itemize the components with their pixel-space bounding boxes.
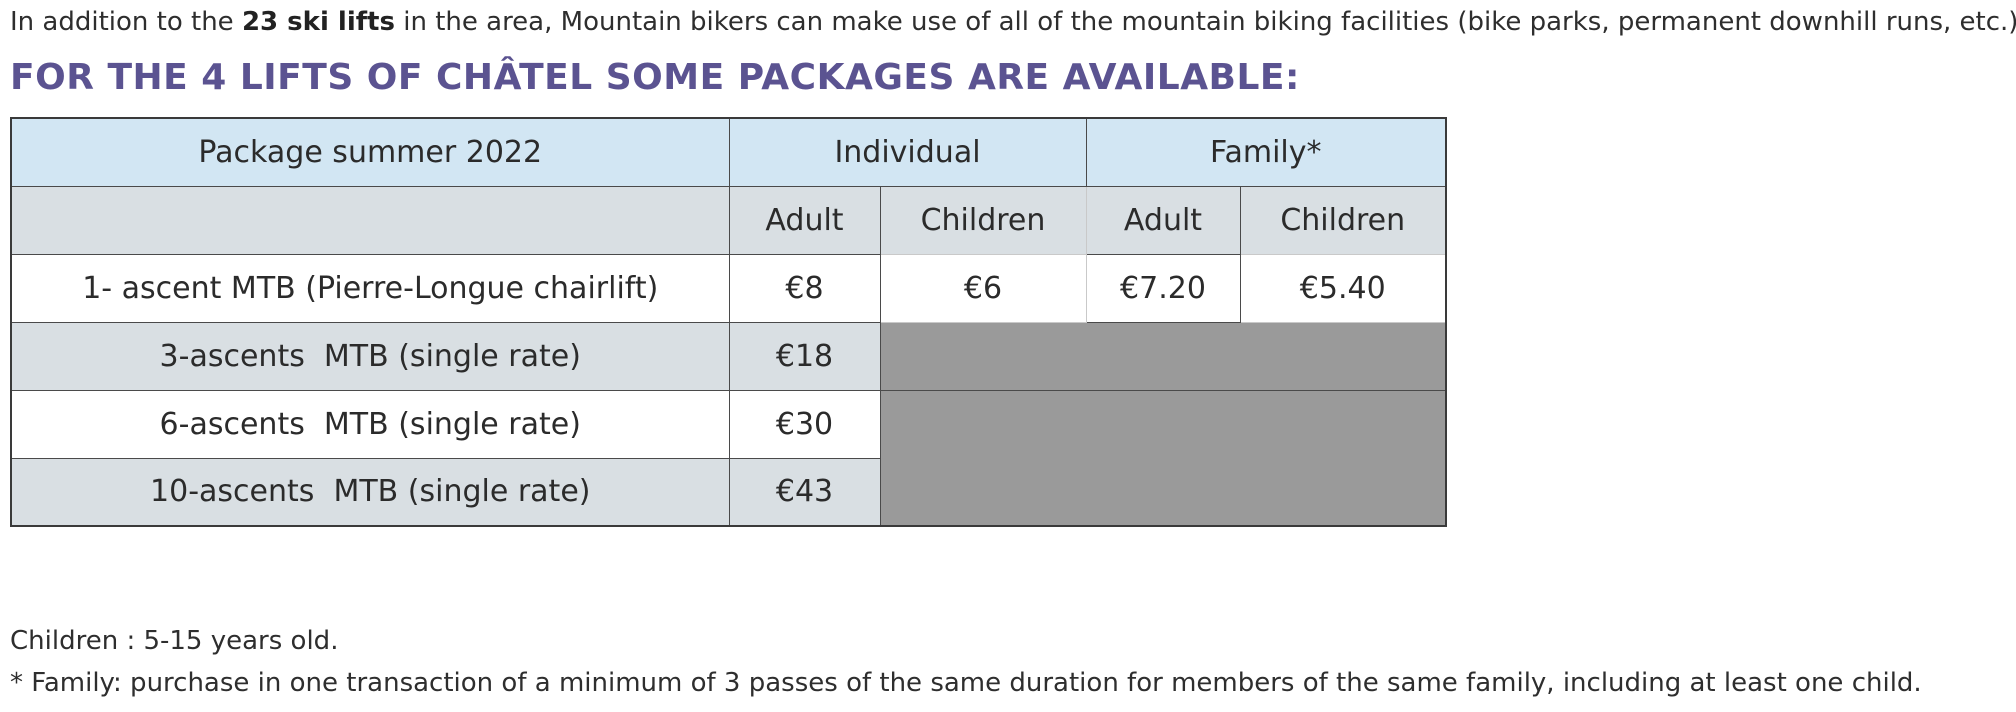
packages-heading: FOR THE 4 LIFTS OF CHÂTEL SOME PACKAGES …	[10, 57, 1300, 98]
header-package: Package summer 2022	[10, 117, 730, 187]
intro-text-before: In addition to the	[10, 7, 242, 37]
row-individual-adult-price: €43	[728, 457, 881, 527]
row-package-name: 1- ascent MTB (Pierre-Longue chairlift)	[10, 253, 730, 323]
row-package-name: 3-ascents MTB (single rate)	[10, 321, 730, 391]
row-individual-adult-price: €18	[728, 321, 881, 391]
header-family: Family*	[1085, 117, 1447, 187]
header-individual: Individual	[728, 117, 1087, 187]
row-family-adult-price: €7.20	[1085, 253, 1241, 323]
subheader-individual-children: Children	[879, 185, 1087, 255]
table-row: 1- ascent MTB (Pierre-Longue chairlift) …	[10, 253, 1447, 323]
intro-text-after: in the area, Mountain bikers can make us…	[394, 7, 2016, 37]
family-definition-note: * Family: purchase in one transaction of…	[10, 668, 1922, 698]
row-individual-children-price: €6	[879, 253, 1087, 323]
row-package-name: 10-ascents MTB (single rate)	[10, 457, 730, 527]
table-header-row: Package summer 2022 Individual Family*	[10, 117, 1447, 187]
row-individual-adult-price: €30	[728, 389, 881, 459]
row-package-name: 6-ascents MTB (single rate)	[10, 389, 730, 459]
row-individual-adult-price: €8	[728, 253, 881, 323]
subheader-family-children: Children	[1239, 185, 1447, 255]
table-row: 3-ascents MTB (single rate) €18	[10, 321, 1447, 391]
children-age-note: Children : 5-15 years old.	[10, 626, 339, 656]
row-family-children-price: €5.40	[1239, 253, 1447, 323]
intro-paragraph: In addition to the 23 ski lifts in the a…	[10, 4, 2016, 40]
subheader-individual-adult: Adult	[728, 185, 881, 255]
table-subheader-row: Adult Children Adult Children	[10, 185, 1447, 255]
not-available-cell	[879, 321, 1447, 391]
packages-table: Package summer 2022 Individual Family* A…	[10, 117, 1447, 527]
not-available-cell	[879, 389, 1447, 527]
subheader-empty	[10, 185, 730, 255]
table-row: 6-ascents MTB (single rate) €30	[10, 389, 1447, 527]
intro-ski-lifts-count: 23 ski lifts	[241, 7, 395, 37]
subheader-family-adult: Adult	[1085, 185, 1241, 255]
table-row: 10-ascents MTB (single rate) €43	[10, 457, 1446, 527]
